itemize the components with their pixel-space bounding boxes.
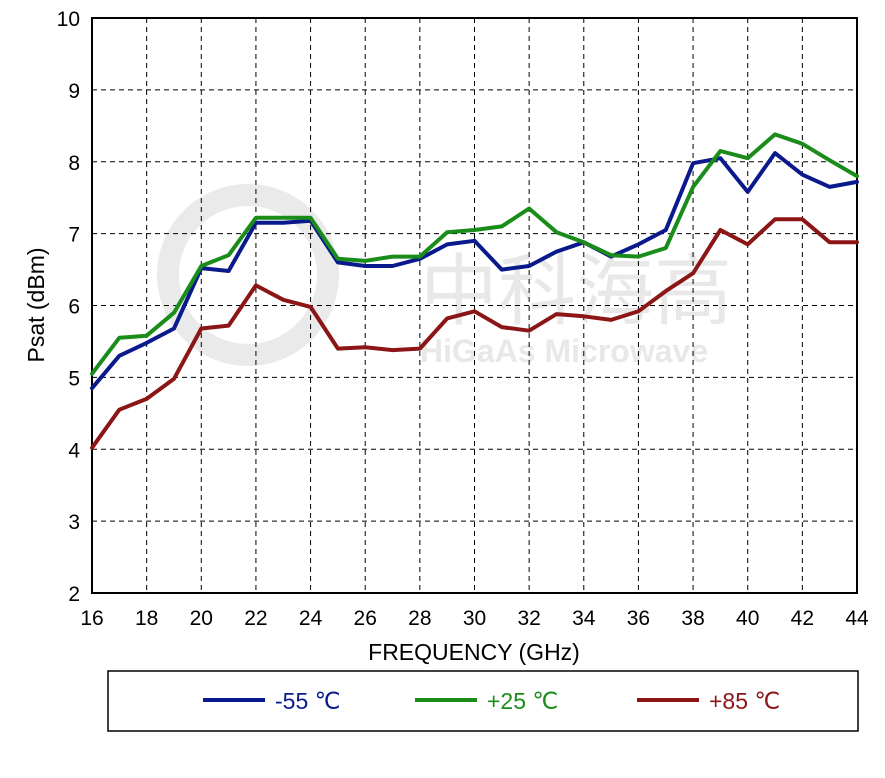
watermark-cn-text: 中科海高 — [420, 247, 732, 335]
x-tick-labels: 16 18 20 22 24 26 28 30 32 34 36 38 40 42 44 — [80, 607, 869, 630]
x-tick-label: 22 — [244, 607, 267, 630]
y-tick-label: 6 — [68, 296, 80, 319]
watermark-logo-icon — [157, 184, 339, 366]
y-tick-label: 3 — [68, 511, 80, 534]
y-axis-title: Psat (dBm) — [23, 247, 49, 362]
x-tick-label: 32 — [517, 607, 540, 630]
series-line-2 — [90, 132, 859, 376]
x-axis-title: FREQUENCY (GHz) — [368, 639, 580, 665]
series-line-3 — [90, 217, 859, 450]
x-tick-label: 24 — [299, 607, 323, 630]
y-tick-labels: 2 3 4 5 6 7 8 9 10 — [57, 8, 81, 606]
x-tick-label: 26 — [354, 607, 377, 630]
y-tick-label: 5 — [68, 367, 80, 390]
grid-lines — [92, 18, 857, 593]
x-tick-label: 34 — [572, 607, 596, 630]
x-tick-label: 38 — [681, 607, 704, 630]
x-tick-label: 40 — [736, 607, 759, 630]
y-tick-label: 10 — [57, 8, 80, 31]
y-tick-label: 2 — [68, 583, 80, 606]
legend: -55 ℃ +25 ℃ +85 ℃ — [203, 688, 780, 714]
legend-label-3: +85 ℃ — [709, 688, 780, 714]
x-tick-label: 30 — [463, 607, 486, 630]
y-tick-label: 7 — [68, 224, 80, 247]
series-layer — [90, 132, 859, 450]
legend-label-2: +25 ℃ — [487, 688, 558, 714]
x-tick-label: 20 — [190, 607, 213, 630]
x-tick-label: 18 — [135, 607, 158, 630]
x-tick-label: 16 — [80, 607, 103, 630]
watermark: 中科海高 HiGaAs Microwave — [157, 184, 732, 369]
watermark-en-text: HiGaAs Microwave — [420, 333, 708, 369]
y-tick-label: 4 — [68, 439, 80, 462]
x-tick-label: 36 — [627, 607, 650, 630]
plot-area-frame — [91, 17, 858, 594]
x-tick-label: 44 — [845, 607, 869, 630]
y-tick-label: 8 — [68, 152, 80, 175]
series-line-1 — [90, 151, 859, 391]
y-tick-label: 9 — [68, 80, 80, 103]
legend-label-1: -55 ℃ — [275, 688, 340, 714]
x-tick-label: 42 — [791, 607, 814, 630]
x-tick-label: 28 — [408, 607, 431, 630]
